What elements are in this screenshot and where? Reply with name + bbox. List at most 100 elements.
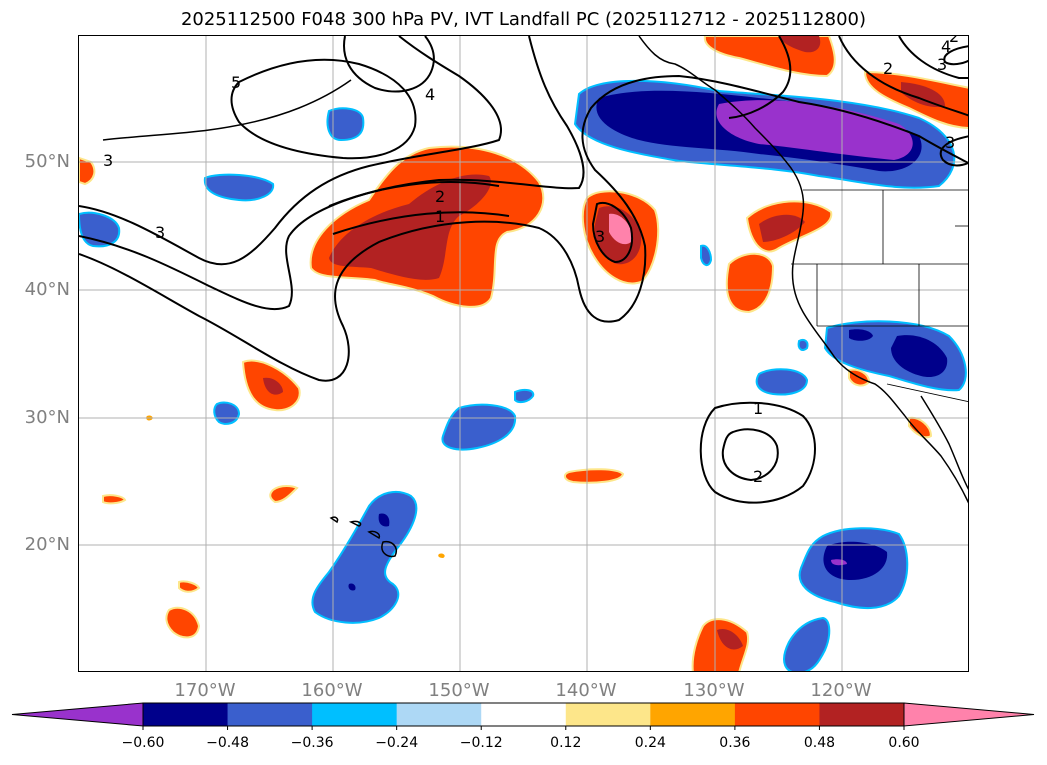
shade-small-blob-6 [514,388,535,404]
shade-hawaii-core-1 [378,513,390,527]
contour-ne-3 [728,36,792,119]
colorbar-tick-label: −0.12 [459,735,503,751]
shade-small-orange-3 [269,485,299,504]
shade-blob-top-right-2-core [901,82,945,108]
lon-label-130w: 130°W [683,680,745,701]
shade-blob-socal-small [849,329,873,341]
map-panel: 5 4 3 3 2 1 3 2 3 1 2 4 3 2 [78,35,969,672]
contour-label: 3 [945,133,955,152]
shade-small-orange-5 [178,580,201,593]
colorbar-outline [142,702,905,727]
shade-small-blob-1 [326,107,365,142]
colorbar-segment [819,703,905,726]
contour-ne-2 [838,36,968,117]
contour-labels: 5 4 3 3 2 1 3 2 3 1 2 4 3 2 [103,36,959,486]
lon-label-170w: 170°W [174,680,236,701]
contour-label: 5 [231,73,241,92]
coast-hawaii-4 [381,540,397,558]
shade-small-yellow-2 [438,553,445,558]
shade-blob-west-coast-lower [725,252,775,314]
coastlines [102,36,968,558]
contour-line-3 [332,211,510,235]
coast-aleutians [102,79,352,141]
shade-blob-bottom-right [783,616,831,671]
contour-loop-2 [343,36,435,93]
coast-hawaii-1 [329,516,339,524]
coast-us-west [791,211,906,417]
shade-small-blob-7 [700,244,713,266]
shade-small-orange-7 [563,468,625,484]
colorbar-segment [312,703,398,726]
shade-blob-central-pacific-inner [329,174,491,280]
shade-blob-bottom-orange-core [717,628,743,650]
contour-label: 1 [435,207,445,226]
colorbar-tick-label: 0.12 [550,735,582,751]
colorbar-tick-label: 0.36 [719,735,751,751]
coast-baja [904,415,968,504]
colorbar-segment [396,703,482,726]
lon-label-150w: 150°W [428,680,490,701]
shade-blob-socal-inner [891,335,948,378]
shade-hawaii-core-2 [348,583,356,591]
gridlines [79,36,968,671]
shade-small-blob-4 [213,401,241,425]
colorbar-tick-label: −0.24 [375,735,419,751]
coast-baja-gulf [920,395,968,490]
colorbar-extend-high [903,702,1035,727]
shade-blob-subtrop-core [831,559,847,566]
contour-label: 2 [435,187,445,206]
shade-small-orange-9 [908,416,933,439]
shade-small-orange-2-core [263,377,283,395]
map-canvas: 5 4 3 3 2 1 3 2 3 1 2 4 3 2 [79,36,968,671]
colorbar-tick-label: 0.60 [888,735,920,751]
contour-label: 3 [103,151,113,170]
contour-label: 1 [753,399,763,418]
shade-small-blob-8 [755,368,809,396]
lon-label-140w: 140°W [555,680,617,701]
map-title: 2025112500 F048 300 hPa PV, IVT Landfall… [180,9,867,30]
coast-hawaii-2 [348,520,362,527]
shade-small-blob-2 [203,173,275,202]
contour-label: 2 [883,59,893,78]
borders [791,189,968,402]
lat-label-50n: 50°N [24,151,70,172]
contour-pink-loop [591,202,633,264]
colorbar-segment [565,703,651,726]
colorbar-tick-label: −0.60 [121,735,165,751]
colorbar-tick-label: −0.36 [290,735,334,751]
shade-blob-hawaii-outer [311,490,418,624]
colorbar-segment [143,703,229,726]
coast-alaska-bc [638,36,805,213]
contour-label: 2 [753,467,763,486]
lon-label-120w: 120°W [810,680,872,701]
lat-label-30n: 30°N [24,407,70,428]
contour-outer-1 [79,74,968,382]
lat-label-20n: 20°N [24,534,70,555]
contour-low-1 [699,401,816,504]
colorbar-tick-label: 0.24 [634,735,666,751]
shade-small-orange-4 [102,494,127,505]
colorbar-tick-label: −0.48 [206,735,249,751]
contour-label: 3 [155,223,165,242]
shade-small-blob-5 [441,403,517,451]
contour-label: 4 [425,85,435,104]
shade-blob-bottom-orange [691,618,749,671]
colorbar-tick-label: 0.48 [803,735,836,751]
lat-label-40n: 40°N [24,279,70,300]
contour-loop-1 [230,58,417,160]
colorbar-segment [734,703,820,726]
contour-ne-1 [898,36,968,79]
contour-low-2 [721,428,779,482]
contour-ne-5 [943,45,968,66]
contour-label: 3 [595,227,605,246]
contour-label: 3 [937,55,947,74]
shade-blob-subtrop-inner [823,541,888,580]
colorbar-segments [11,702,1035,730]
contour-label: 4 [941,37,951,56]
colorbar-segment [650,703,736,726]
shade-blob-ne-pacific-core [716,100,913,160]
lon-label-160w: 160°W [301,680,363,701]
shade-small-orange-6 [165,606,201,639]
contour-ne-4 [939,135,968,167]
shade-blob-top-right-1-core [779,36,821,53]
